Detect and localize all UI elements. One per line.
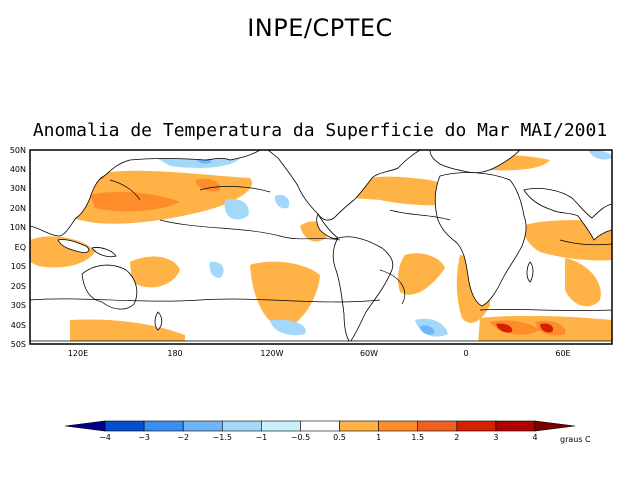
legend-tick-label: −0.5 bbox=[291, 433, 310, 442]
lat-label: 20N bbox=[10, 204, 26, 213]
lon-label: 60E bbox=[555, 349, 570, 358]
lon-label: 180 bbox=[167, 349, 182, 358]
legend-color-box bbox=[261, 420, 301, 432]
legend-color-box bbox=[378, 420, 419, 432]
latitude-labels: 50N 40N 30N 20N 10N EQ 10S 20S 30S 40S 5… bbox=[10, 146, 26, 349]
continents bbox=[30, 150, 612, 344]
legend-color-box bbox=[417, 420, 458, 432]
map-frame bbox=[29, 149, 613, 345]
lon-label: 60W bbox=[360, 349, 378, 358]
legend-tick-label: −4 bbox=[99, 433, 111, 442]
legend-tick-label: 4 bbox=[532, 433, 537, 442]
legend-tick-label: 0.5 bbox=[333, 433, 346, 442]
legend-color-box bbox=[495, 420, 536, 432]
legend-tick-label: 2 bbox=[454, 433, 459, 442]
lat-label: 20S bbox=[11, 282, 26, 291]
color-legend: −4 −3 −2 −1.5 −1 −0.5 0.5 1 1.5 2 3 4 bbox=[64, 420, 576, 442]
lon-label: 120W bbox=[260, 349, 283, 358]
anomaly-contours bbox=[30, 179, 612, 311]
legend-color-box bbox=[104, 420, 145, 432]
legend-tick-label: 3 bbox=[493, 433, 498, 442]
lon-label: 0 bbox=[463, 349, 468, 358]
legend-arrow-high bbox=[534, 420, 576, 432]
legend-color-box bbox=[339, 420, 379, 432]
lat-label: 10N bbox=[10, 223, 26, 232]
lat-label: 40S bbox=[11, 321, 26, 330]
legend-tick-label: −3 bbox=[138, 433, 150, 442]
legend-color-box bbox=[143, 420, 184, 432]
page-title: INPE/CPTEC bbox=[247, 14, 393, 42]
legend-arrow-low bbox=[64, 420, 106, 432]
legend-tick-label: −1 bbox=[255, 433, 267, 442]
legend-tick-label: 1 bbox=[376, 433, 381, 442]
lat-label: 50S bbox=[11, 340, 26, 349]
legend-color-box bbox=[182, 420, 223, 432]
longitude-labels: 120E 180 120W 60W 0 60E bbox=[68, 349, 571, 358]
lat-label: 10S bbox=[11, 262, 26, 271]
lat-label: 40N bbox=[10, 165, 26, 174]
legend-color-box bbox=[456, 420, 497, 432]
lat-label: 50N bbox=[10, 146, 26, 155]
legend-color-box bbox=[300, 420, 340, 432]
lon-label: 120E bbox=[68, 349, 88, 358]
lat-label: 30S bbox=[11, 301, 26, 310]
lat-label: 30N bbox=[10, 184, 26, 193]
legend-unit-label: graus C bbox=[560, 435, 591, 444]
legend-tick-label: −2 bbox=[177, 433, 189, 442]
map-subtitle: Anomalia de Temperatura da Superficie do… bbox=[32, 120, 608, 141]
lat-label: EQ bbox=[15, 243, 26, 252]
legend-tick-label: 1.5 bbox=[411, 433, 424, 442]
legend-tick-label: −1.5 bbox=[213, 433, 232, 442]
legend-color-box bbox=[221, 420, 262, 432]
